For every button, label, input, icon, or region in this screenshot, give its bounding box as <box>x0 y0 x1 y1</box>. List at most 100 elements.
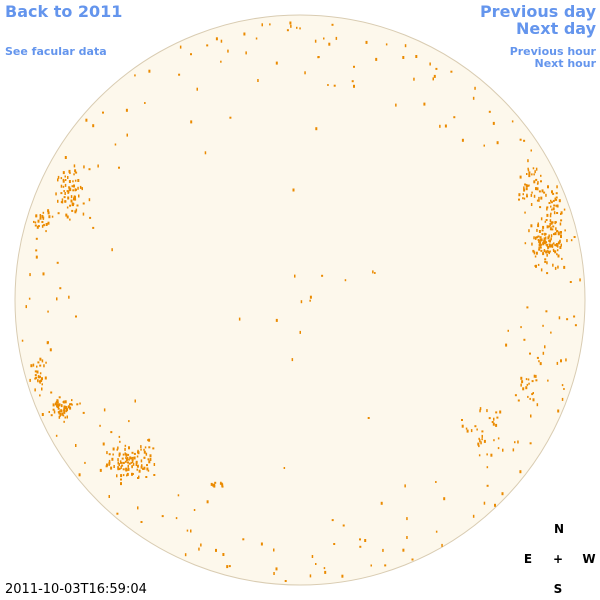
facular-point <box>66 206 69 209</box>
facular-point <box>63 409 65 413</box>
facular-point <box>177 494 180 497</box>
facular-point <box>153 463 156 466</box>
facular-point <box>540 268 543 272</box>
facular-point <box>72 180 74 183</box>
facular-point <box>539 362 542 366</box>
facular-point <box>140 459 143 463</box>
facular-point <box>540 217 543 221</box>
facular-point <box>380 501 383 505</box>
facular-point <box>433 74 436 78</box>
facular-point <box>143 448 145 451</box>
facular-point <box>550 212 552 215</box>
facular-point <box>41 359 44 363</box>
next-day-link[interactable]: Next day <box>516 19 596 38</box>
facular-point <box>553 242 555 245</box>
facular-point <box>494 503 496 507</box>
facular-point <box>126 133 128 137</box>
facular-point <box>382 548 384 552</box>
facular-point <box>45 230 47 233</box>
facular-point <box>534 170 536 174</box>
facular-point <box>565 358 567 362</box>
facular-point <box>555 227 557 231</box>
facular-point <box>29 273 31 277</box>
facular-point <box>520 383 522 387</box>
facular-point <box>186 529 189 532</box>
solar-disk <box>14 14 586 586</box>
facular-point <box>119 440 121 443</box>
facular-point <box>435 67 438 70</box>
facular-point <box>415 55 418 58</box>
facular-point <box>133 456 136 460</box>
facular-point <box>41 214 44 218</box>
facular-point <box>148 460 151 464</box>
facular-point <box>34 224 37 227</box>
facular-point <box>552 207 555 211</box>
facular-point <box>530 414 532 418</box>
facular-point <box>543 239 546 242</box>
facular-point <box>526 306 529 309</box>
facular-point <box>370 564 372 567</box>
facular-point <box>551 243 554 247</box>
facular-point <box>198 547 200 551</box>
facular-point <box>536 199 539 202</box>
facular-point <box>542 252 545 256</box>
facular-point <box>121 464 124 467</box>
facular-point <box>519 138 522 141</box>
facular-point <box>541 233 544 236</box>
facular-point <box>57 407 60 410</box>
next-hour-link[interactable]: Next hour <box>534 57 597 70</box>
facular-point <box>120 478 122 481</box>
facular-point <box>62 171 65 175</box>
facular-point <box>461 424 464 428</box>
facular-point <box>48 215 51 219</box>
previous-hour-link[interactable]: Previous hour <box>509 45 596 58</box>
facular-point <box>106 451 108 455</box>
facular-point <box>550 237 552 241</box>
facular-point <box>128 462 131 465</box>
facular-point <box>545 243 548 246</box>
facular-point <box>284 580 287 582</box>
compass-east: E <box>523 552 533 566</box>
facular-point <box>190 120 193 124</box>
facular-point <box>128 420 130 423</box>
facular-point <box>82 212 85 216</box>
facular-point <box>291 358 294 362</box>
facular-point <box>79 185 82 189</box>
previous-day-link[interactable]: Previous day <box>479 2 596 21</box>
facular-point <box>375 57 378 61</box>
facular-point <box>547 251 550 254</box>
facular-point <box>190 529 192 533</box>
facular-point <box>63 411 66 414</box>
facular-link[interactable]: See facular data <box>5 45 107 58</box>
facular-point <box>245 51 247 55</box>
facular-point <box>88 168 91 171</box>
facular-point <box>140 521 143 523</box>
facular-point <box>63 196 66 199</box>
facular-point <box>404 44 407 48</box>
facular-point <box>62 179 65 183</box>
facular-point <box>58 410 61 413</box>
facular-point <box>546 243 548 247</box>
facular-point <box>472 96 475 100</box>
facular-point <box>535 167 538 171</box>
facular-point <box>131 451 134 454</box>
facular-point <box>530 149 532 152</box>
facular-point <box>402 548 405 552</box>
facular-point <box>37 379 39 383</box>
facular-point <box>470 429 473 433</box>
facular-point <box>546 213 549 217</box>
facular-point <box>525 184 528 188</box>
facular-point <box>566 318 569 321</box>
facular-point <box>52 403 55 407</box>
back-link[interactable]: Back to 2011 <box>5 2 123 21</box>
facular-point <box>548 243 551 246</box>
compass-center: + <box>552 552 564 566</box>
facular-point <box>531 380 534 383</box>
facular-point <box>333 84 336 87</box>
facular-point <box>518 193 521 197</box>
facular-point <box>45 361 47 364</box>
facular-point <box>527 395 529 398</box>
facular-point <box>528 174 531 178</box>
facular-point <box>147 469 150 472</box>
facular-point <box>41 221 44 223</box>
